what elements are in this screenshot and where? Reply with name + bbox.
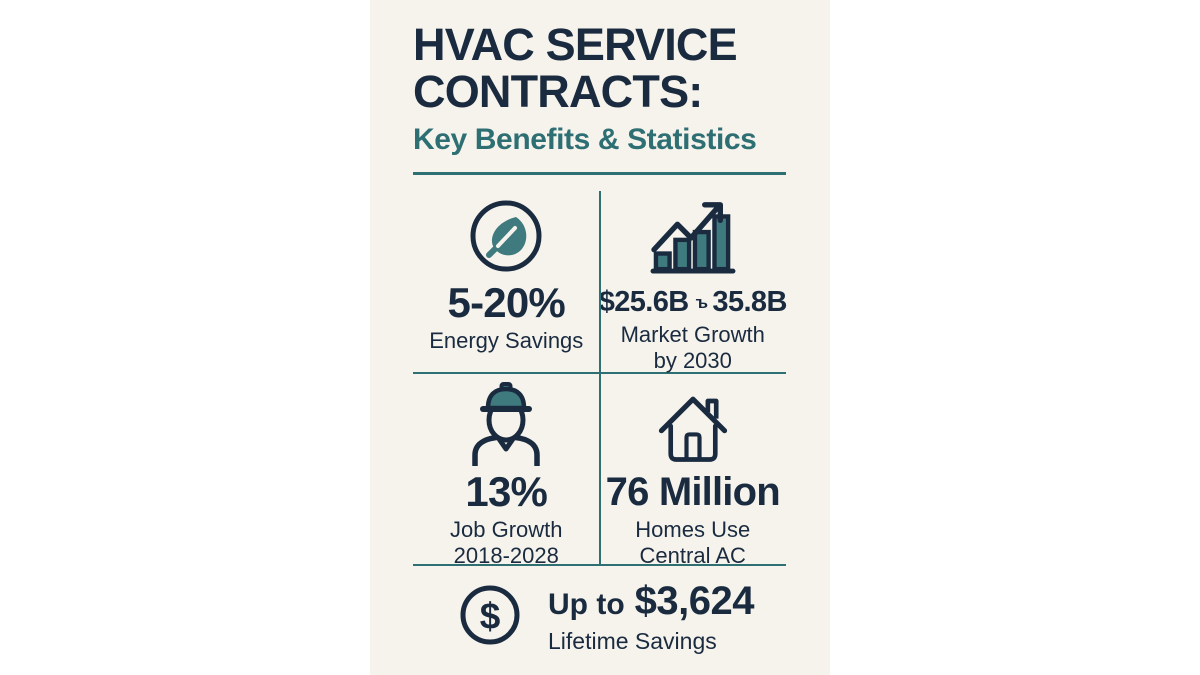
market-value-from: $25.6B	[598, 286, 690, 318]
stat-value: $25.6B ъ 35.8B	[598, 286, 788, 319]
stat-label: Energy Savings	[429, 328, 584, 353]
stat-value: 13%	[465, 468, 548, 515]
footer-prefix: Up to	[548, 588, 625, 621]
dollar-glyph: $	[480, 595, 501, 636]
title-line-2: CONTRACTS:	[413, 66, 703, 117]
stat-label: Market Growth by 2030	[621, 322, 765, 374]
stat-label-line-1: Market Growth	[620, 322, 765, 347]
stat-label-line-2: by 2030	[653, 348, 732, 373]
infographic-panel: HVAC SERVICE CONTRACTS: Key Benefits & S…	[370, 0, 830, 675]
stat-label: Job Growth 2018-2028	[450, 517, 563, 569]
stat-job-growth: 13% Job Growth 2018-2028	[413, 374, 600, 568]
vertical-divider	[598, 191, 601, 564]
market-to-separator: ъ	[695, 293, 708, 312]
stats-grid: 5-20% Energy Savings $25.6B ъ 35.8B	[413, 175, 788, 568]
footer-value: $3,624	[634, 579, 755, 623]
page-title: HVAC SERVICE CONTRACTS:	[413, 21, 794, 115]
stats-row-top: 5-20% Energy Savings $25.6B ъ 35.8B	[413, 175, 788, 374]
footer-divider	[413, 564, 786, 566]
footer-headline: Up to $3,624	[548, 579, 754, 624]
stat-value: 76 Million	[605, 470, 781, 514]
stats-row-bottom: 13% Job Growth 2018-2028 76 Million	[413, 374, 787, 568]
stat-homes-central-ac: 76 Million Homes Use Central AC	[600, 374, 787, 568]
bar-chart-icon	[650, 195, 736, 275]
leaf-icon	[470, 200, 542, 272]
footer: $ Up to $3,624 Lifetime Savings	[370, 566, 830, 655]
market-value-to: 35.8B	[712, 286, 787, 318]
worker-icon	[464, 382, 548, 466]
footer-text: Up to $3,624 Lifetime Savings	[548, 579, 754, 655]
stat-label: Homes Use Central AC	[635, 517, 750, 569]
title-line-1: HVAC SERVICE	[413, 19, 738, 70]
stat-label-line-1: Homes Use	[635, 517, 751, 542]
page-subtitle: Key Benefits & Statistics	[413, 123, 757, 156]
footer-label: Lifetime Savings	[548, 628, 717, 654]
house-icon	[653, 388, 733, 466]
stat-value: 5-20%	[447, 279, 566, 326]
header: HVAC SERVICE CONTRACTS: Key Benefits & S…	[370, 0, 830, 157]
dollar-icon: $	[458, 583, 522, 652]
stat-label-line-2: Central AC	[639, 543, 746, 568]
stat-market-growth: $25.6B ъ 35.8B Market Growth by 2030	[598, 175, 788, 374]
header-divider	[413, 172, 786, 175]
stat-energy-savings: 5-20% Energy Savings	[413, 175, 600, 372]
stat-label-line-1: Job Growth	[450, 517, 563, 542]
stat-label-line-2: 2018-2028	[453, 543, 559, 568]
